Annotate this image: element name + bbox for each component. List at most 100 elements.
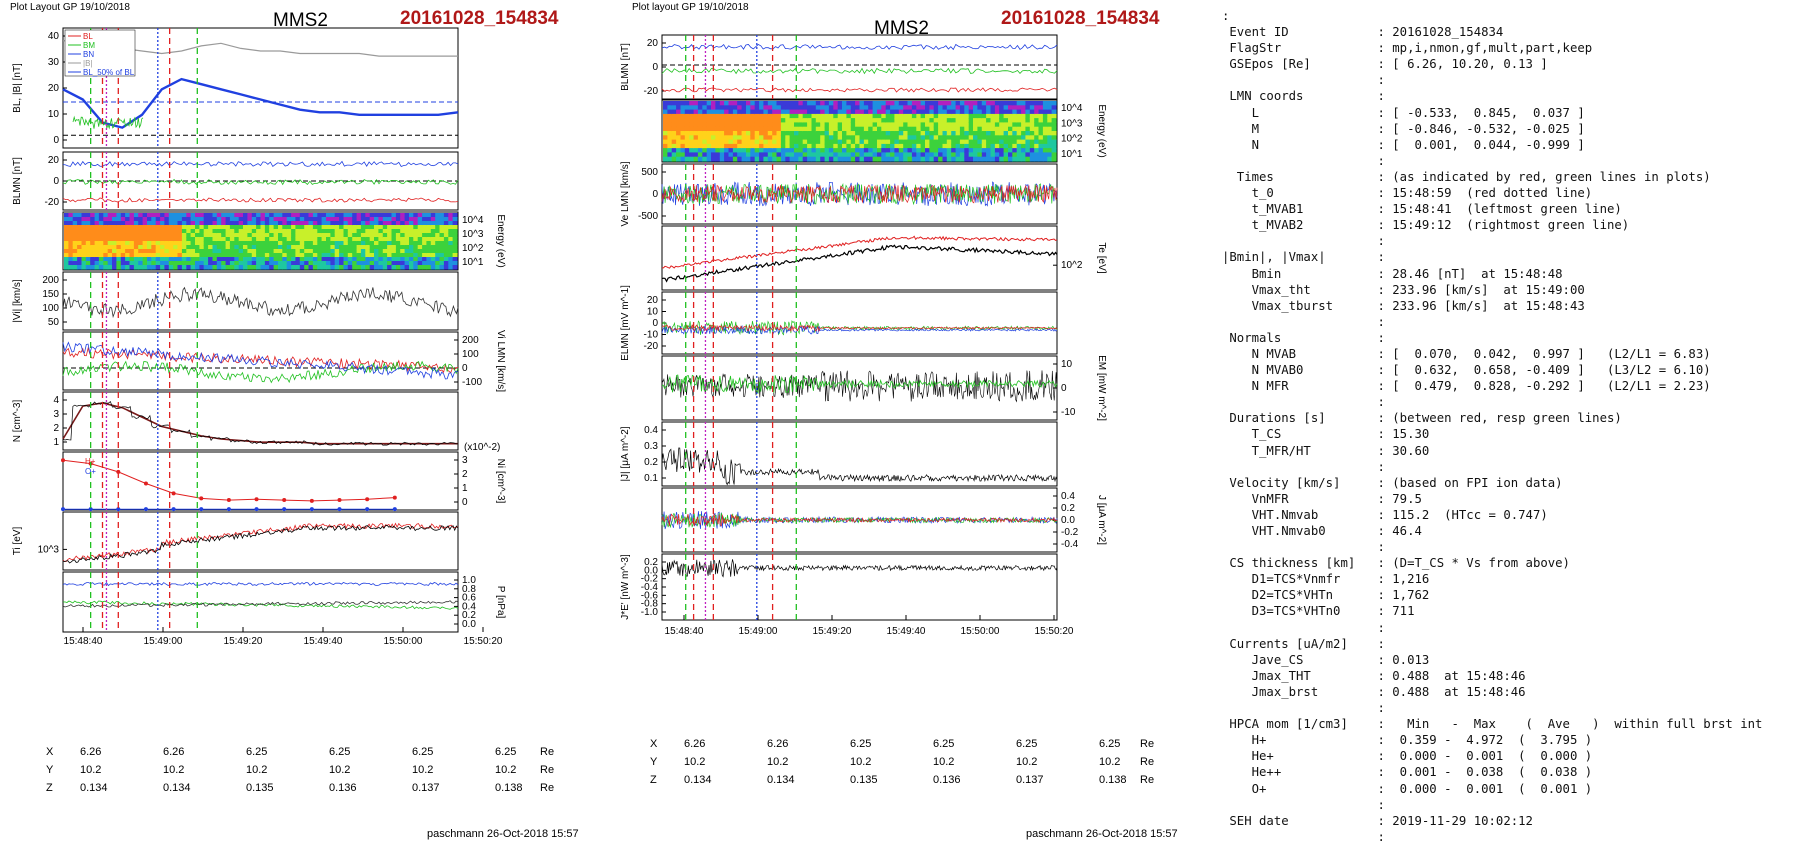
right-ytick-label: 10^3 [1061, 118, 1083, 129]
spectrogram-cell [846, 143, 852, 149]
spectrogram-cell [981, 109, 987, 115]
left-coord-y-5: 10.2 [495, 764, 517, 776]
spectrogram-cell [409, 213, 414, 218]
spectrogram-cell [173, 217, 179, 222]
spectrogram-cell [877, 122, 882, 128]
spectrogram-cell [1034, 148, 1040, 153]
left-coord-z-label: Z [46, 782, 53, 794]
spectrogram-cell [339, 261, 345, 266]
spectrogram-cell [1029, 118, 1035, 123]
spectrogram-cell [846, 131, 852, 136]
spectrogram-cell [426, 265, 432, 270]
spectrogram-cell [142, 213, 148, 218]
spectrogram-cell [90, 229, 96, 234]
spectrogram-cell [112, 221, 117, 226]
spectrogram-cell [711, 131, 716, 136]
spectrogram-cell [404, 241, 410, 246]
o-plus-point [88, 507, 93, 512]
spectrogram-cell [404, 245, 410, 250]
spectrogram-cell [951, 122, 957, 128]
spectrogram-cell [881, 101, 887, 106]
spectrogram-cell [208, 233, 214, 238]
spectrogram-cell [890, 135, 896, 141]
spectrogram-cell [676, 118, 682, 123]
spectrogram-cell [959, 156, 965, 162]
spectrogram-cell [1003, 122, 1009, 128]
spectrogram-cell [251, 249, 257, 254]
spectrogram-cell [164, 245, 170, 250]
spectrogram-cell [706, 109, 712, 115]
spectrogram-cell [715, 105, 721, 111]
spectrogram-cell [684, 113, 690, 119]
spectrogram-cell [147, 213, 152, 218]
info-line: H+ : 0.359 - 4.972 ( 3.795 ) [1222, 733, 1593, 748]
spectrogram-cell [693, 156, 699, 162]
spectrogram-cell [138, 225, 144, 230]
spectrogram-cell [90, 241, 96, 246]
spectrogram-cell [702, 131, 708, 136]
info-line: Vmax_tburst : 233.96 [km/s] at 15:48:43 [1222, 298, 1585, 313]
spectrogram-cell [72, 225, 78, 230]
spectrogram-cell [885, 139, 891, 145]
spectrogram-cell [295, 253, 301, 258]
spectrogram-cell [168, 257, 174, 262]
spectrogram-cell [177, 217, 183, 222]
spectrogram-cell [326, 233, 331, 238]
spectrogram-cell [68, 261, 74, 266]
spectrogram-cell [732, 143, 738, 149]
spectrogram-cell [321, 213, 327, 218]
spectrogram-cell [77, 221, 83, 226]
spectrogram-cell [925, 101, 930, 106]
spectrogram-cell [273, 217, 279, 222]
spectrogram-cell [212, 257, 218, 262]
spectrogram-cell [452, 253, 458, 258]
spectrogram-cell [326, 249, 331, 254]
spectrogram-cell [907, 118, 913, 123]
spectrogram-cell [225, 257, 231, 262]
spectrogram-cell [343, 237, 349, 242]
left-ytick-label: 0.0 [462, 619, 476, 630]
spectrogram-cell [815, 101, 821, 106]
spectrogram-cell [264, 249, 270, 254]
spectrogram-cell [77, 265, 83, 270]
spectrogram-cell [737, 156, 743, 162]
spectrogram-cell [715, 118, 721, 123]
spectrogram-cell [269, 261, 275, 266]
spectrogram-cell [439, 249, 445, 254]
spectrogram-cell [273, 221, 279, 226]
spectrogram-cell [911, 109, 917, 115]
spectrogram-cell [885, 148, 891, 153]
spectrogram-cell [269, 229, 275, 234]
spectrogram-cell [452, 245, 458, 250]
spectrogram-cell [785, 135, 791, 141]
spectrogram-cell [811, 131, 817, 136]
series-el [661, 323, 1058, 333]
spectrogram-cell [951, 101, 957, 106]
spectrogram-cell [859, 126, 865, 132]
spectrogram-cell [750, 156, 756, 162]
spectrogram-cell [116, 229, 122, 234]
spectrogram-cell [1021, 101, 1027, 106]
spectrogram-cell [981, 143, 987, 149]
spectrogram-cell [443, 253, 449, 258]
spectrogram-cell [352, 213, 358, 218]
spectrogram-cell [64, 233, 69, 238]
spectrogram-cell [894, 126, 900, 132]
spectrogram-cell [898, 113, 904, 119]
spectrogram-cell [1016, 156, 1022, 162]
spectrogram-cell [916, 126, 922, 132]
spectrogram-cell [780, 118, 786, 123]
spectrogram-cell [387, 213, 393, 218]
spectrogram-cell [343, 213, 349, 218]
spectrogram-cell [794, 135, 799, 141]
spectrogram-cell [706, 126, 712, 132]
left-ytick-label: 0 [462, 497, 468, 508]
spectrogram-cell [877, 105, 882, 111]
spectrogram-cell [155, 237, 161, 242]
spectrogram-cell [129, 257, 135, 262]
spectrogram-cell [1042, 143, 1048, 149]
right-ylabel: EM [mW m^-2] [1096, 355, 1107, 421]
spectrogram-cell [173, 241, 179, 246]
h-plus-point [199, 496, 204, 501]
